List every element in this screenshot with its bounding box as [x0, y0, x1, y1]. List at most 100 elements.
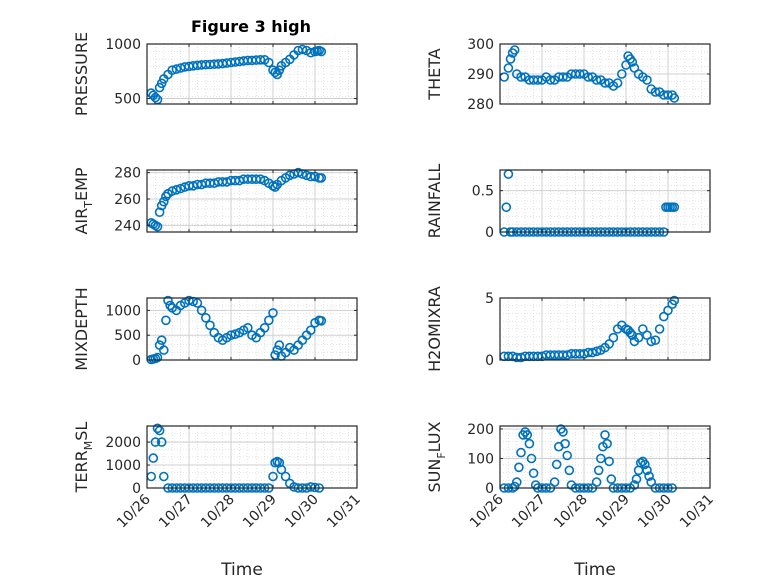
- data-point: [633, 332, 644, 343]
- data-point: [625, 327, 636, 338]
- data-point: [205, 320, 215, 331]
- data-point: [255, 174, 266, 184]
- data-point: [305, 47, 316, 58]
- data-point: [558, 427, 568, 437]
- y-tick-label: 200: [467, 422, 494, 438]
- data-point: [503, 63, 514, 73]
- panel-h2omixra-ylabel: H2OMIXRA: [425, 286, 444, 372]
- panel-air-temp-axes-box: [146, 169, 358, 233]
- data-point: [167, 65, 177, 75]
- data-point: [616, 69, 627, 79]
- data-point: [635, 458, 646, 468]
- panel-terr-msl-axes-box: [146, 425, 358, 489]
- data-point: [608, 332, 619, 343]
- data-point: [159, 196, 169, 207]
- y-tick-label: 100: [467, 451, 494, 467]
- data-point: [243, 322, 253, 333]
- panel-theta-ylabel: THETA: [425, 48, 444, 100]
- data-point: [600, 430, 610, 440]
- data-point: [650, 87, 661, 97]
- data-point: [263, 57, 274, 68]
- panel-theta: 280 290 300 THETA: [425, 37, 711, 113]
- data-point: [612, 78, 623, 88]
- data-point: [297, 44, 308, 55]
- data-point: [230, 329, 240, 340]
- data-point: [560, 438, 570, 449]
- panel-h2omixra-axes-box: [499, 297, 711, 361]
- data-point: [591, 346, 602, 357]
- data-point: [587, 347, 598, 358]
- data-point: [564, 465, 575, 476]
- y-tick-label: 2000: [105, 435, 141, 451]
- y-tick-label: 300: [467, 37, 494, 53]
- data-point: [516, 447, 526, 458]
- data-point: [270, 350, 280, 360]
- panel-terr-msl-ylabel: TERRMSL: [72, 422, 95, 494]
- data-point: [161, 191, 171, 202]
- data-point: [263, 315, 274, 326]
- data-point: [593, 465, 604, 476]
- data-point: [165, 300, 175, 311]
- data-point: [602, 438, 612, 449]
- data-point: [305, 325, 316, 336]
- data-point: [276, 464, 287, 475]
- panel-air-temp: 240 260 280 AIRTEMP: [72, 166, 358, 235]
- data-point: [154, 207, 165, 217]
- panel-theta-markers: [499, 45, 680, 103]
- data-point: [545, 75, 556, 85]
- data-point: [669, 202, 680, 212]
- data-point: [551, 459, 562, 470]
- y-tick-label: 500: [114, 328, 141, 344]
- panel-rainfall-axes-box: [499, 169, 711, 233]
- panel-air-temp-ylabel: AIRTEMP: [72, 167, 95, 234]
- data-point: [606, 474, 617, 484]
- y-tick-label: 0: [485, 225, 494, 241]
- data-point: [159, 345, 169, 355]
- data-point: [669, 93, 680, 103]
- data-point: [562, 450, 573, 461]
- data-point: [650, 335, 661, 346]
- data-point: [152, 221, 163, 232]
- data-point: [259, 322, 270, 333]
- data-point: [148, 453, 159, 463]
- data-point: [595, 453, 606, 464]
- y-tick-label: 260: [114, 192, 141, 208]
- data-point: [156, 335, 167, 346]
- y-tick-label: 0.5: [472, 184, 494, 200]
- data-point: [201, 312, 211, 323]
- y-tick-label: 1000: [105, 458, 141, 474]
- panel-pressure: 500 1000 PRESSURE: [72, 32, 358, 116]
- y-tick-label: 290: [467, 67, 494, 83]
- data-point: [558, 72, 568, 82]
- data-point: [574, 69, 585, 79]
- data-point: [268, 308, 278, 318]
- data-point: [184, 295, 194, 306]
- data-point: [163, 295, 173, 306]
- data-point: [526, 453, 537, 464]
- data-point: [591, 477, 602, 487]
- panel-mixdepth-ylabel: MIXDEPTH: [72, 287, 91, 370]
- panel-rainfall: 0 0.5 RAINFALL: [425, 164, 711, 241]
- data-point: [226, 330, 236, 341]
- data-point: [316, 315, 327, 326]
- data-point: [509, 45, 520, 55]
- data-point: [316, 46, 327, 57]
- data-point: [152, 423, 163, 434]
- data-point: [522, 430, 533, 440]
- panel-sun-flux-axes-box: [499, 425, 711, 489]
- data-point: [270, 182, 280, 192]
- data-point: [268, 471, 278, 482]
- data-point: [161, 315, 171, 326]
- data-point: [583, 72, 594, 82]
- data-point: [646, 336, 657, 347]
- data-point: [514, 462, 524, 473]
- data-point: [528, 468, 539, 479]
- data-point: [167, 186, 177, 196]
- panel-rainfall-ylabel: RAINFALL: [425, 164, 444, 239]
- y-tick-label: 0: [132, 353, 141, 369]
- panel-pressure-ylabel: PRESSURE: [72, 32, 91, 116]
- data-point: [600, 78, 610, 88]
- data-point: [631, 474, 642, 484]
